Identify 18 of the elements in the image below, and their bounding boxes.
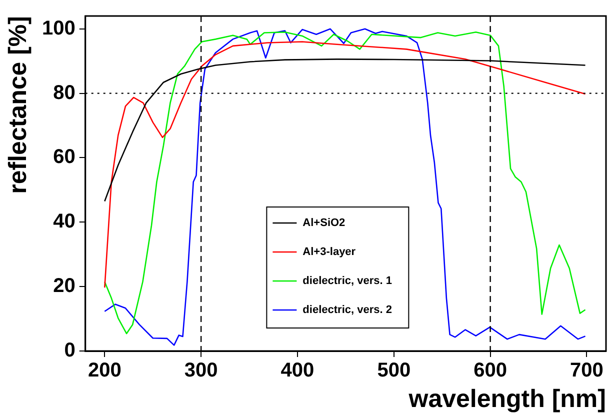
x-tick-label: 300 bbox=[184, 360, 218, 382]
y-tick-label: 60 bbox=[53, 146, 76, 168]
y-tick-label: 100 bbox=[42, 17, 76, 40]
x-tick-label: 500 bbox=[377, 360, 411, 382]
legend-label: dielectric, vers. 1 bbox=[302, 275, 392, 288]
y-tick-label: 80 bbox=[53, 82, 76, 104]
y-tick-label: 0 bbox=[64, 340, 76, 362]
x-tick-label: 200 bbox=[88, 360, 122, 382]
x-axis-title: wavelength [nm] bbox=[408, 384, 606, 413]
y-axis-title: reflectance [%] bbox=[4, 16, 32, 194]
x-tick-label: 600 bbox=[474, 360, 507, 382]
y-tick-label: 40 bbox=[53, 210, 76, 233]
legend-label: Al+SiO2 bbox=[302, 217, 346, 230]
y-tick-label: 20 bbox=[53, 275, 76, 298]
legend-label: dielectric, vers. 2 bbox=[302, 304, 392, 316]
legend-label: Al+3-layer bbox=[302, 246, 356, 258]
x-tick-label: 400 bbox=[280, 360, 314, 382]
x-tick-label: 700 bbox=[570, 360, 604, 382]
